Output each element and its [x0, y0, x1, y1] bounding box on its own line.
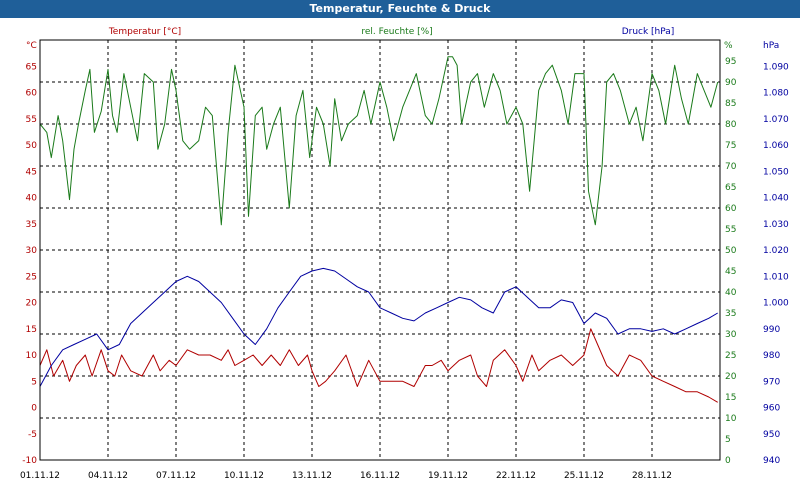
humidity-tick-label: 0	[725, 456, 731, 466]
humidity-tick-label: 35	[725, 309, 736, 319]
pressure-tick-label: 1.030	[763, 220, 789, 230]
axis-ticks: 01.11.12 04.11.12 07.11.12 10.11.12 13.11.12…	[20, 57, 789, 481]
pressure-tick-label: 1.080	[763, 89, 789, 99]
x-tick-label: 04.11.12	[88, 471, 128, 481]
plot-frame	[39, 39, 721, 461]
pressure-tick-label: 940	[763, 456, 780, 466]
humidity-tick-label: 70	[725, 162, 737, 172]
humidity-tick-label: 75	[725, 141, 736, 151]
humidity-tick-label: 90	[725, 78, 737, 88]
temperature-tick-label: 5	[31, 377, 37, 387]
x-tick-label: 28.11.12	[632, 471, 672, 481]
pressure-tick-label: 980	[763, 351, 780, 361]
pressure-tick-label: 1.000	[763, 299, 789, 309]
temperature-tick-label: -10	[22, 456, 37, 466]
humidity-tick-label: 5	[725, 435, 731, 445]
temperature-series-line	[39, 328, 718, 403]
temperature-tick-label: 45	[26, 167, 37, 177]
humidity-tick-label: 25	[725, 351, 736, 361]
x-tick-label: 25.11.12	[564, 471, 604, 481]
pressure-tick-label: 1.010	[763, 272, 789, 282]
humidity-tick-label: 45	[725, 267, 736, 277]
pressure-tick-label: 960	[763, 404, 780, 414]
temperature-unit-label: °C	[26, 41, 37, 51]
pressure-tick-label: 1.090	[763, 62, 789, 72]
temperature-tick-label: 35	[26, 220, 37, 230]
temperature-tick-label: 20	[26, 299, 38, 309]
pressure-axis-label: Druck [hPa]	[622, 27, 675, 37]
humidity-series-line	[39, 56, 719, 226]
temperature-tick-label: 55	[26, 115, 37, 125]
humidity-tick-label: 20	[725, 372, 737, 382]
humidity-tick-label: 95	[725, 57, 736, 67]
temperature-tick-label: 50	[26, 141, 38, 151]
pressure-tick-label: 1.060	[763, 141, 789, 151]
temperature-tick-label: 40	[26, 194, 38, 204]
pressure-tick-label: 1.040	[763, 194, 789, 204]
humidity-tick-label: 30	[725, 330, 737, 340]
pressure-tick-label: 1.050	[763, 167, 789, 177]
temperature-tick-label: 65	[26, 62, 37, 72]
temperature-tick-label: 10	[26, 351, 38, 361]
grid	[40, 40, 720, 460]
x-tick-label: 19.11.12	[428, 471, 468, 481]
temperature-axis-label: Temperatur [°C]	[108, 27, 181, 37]
pressure-unit-label: hPa	[763, 41, 779, 51]
x-tick-label: 07.11.12	[156, 471, 196, 481]
temperature-tick-label: -5	[28, 430, 37, 440]
humidity-tick-label: 15	[725, 393, 736, 403]
humidity-tick-label: 80	[725, 120, 737, 130]
pressure-tick-label: 950	[763, 430, 780, 440]
x-tick-label: 01.11.12	[20, 471, 60, 481]
pressure-tick-label: 990	[763, 325, 780, 335]
temperature-tick-label: 0	[31, 404, 37, 414]
humidity-tick-label: 10	[725, 414, 737, 424]
pressure-tick-label: 1.020	[763, 246, 789, 256]
temperature-tick-label: 25	[26, 272, 37, 282]
pressure-tick-label: 970	[763, 377, 780, 387]
humidity-tick-label: 85	[725, 99, 736, 109]
humidity-tick-label: 40	[725, 288, 737, 298]
humidity-tick-label: 60	[725, 204, 737, 214]
pressure-tick-label: 1.070	[763, 115, 789, 125]
x-tick-label: 13.11.12	[292, 471, 332, 481]
humidity-axis-label: rel. Feuchte [%]	[361, 27, 432, 37]
x-tick-label: 16.11.12	[360, 471, 400, 481]
humidity-tick-label: 55	[725, 225, 736, 235]
x-tick-label: 22.11.12	[496, 471, 536, 481]
humidity-unit-label: %	[724, 41, 733, 51]
temperature-tick-label: 15	[26, 325, 37, 335]
temperature-tick-label: 60	[26, 89, 38, 99]
x-tick-label: 10.11.12	[224, 471, 264, 481]
humidity-tick-label: 65	[725, 183, 736, 193]
temperature-tick-label: 30	[26, 246, 38, 256]
humidity-tick-label: 50	[725, 246, 737, 256]
series-lines	[39, 56, 719, 403]
window-title: Temperatur, Feuchte & Druck	[0, 0, 800, 18]
pressure-series-line	[39, 267, 718, 387]
